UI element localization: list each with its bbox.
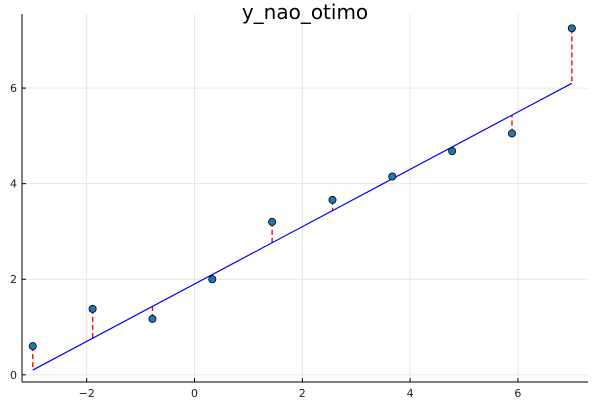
x-tick-label: 6 xyxy=(514,387,521,400)
x-tick-label: −2 xyxy=(79,387,95,400)
y-tick-label: 6 xyxy=(10,82,17,95)
y-tick-label: 4 xyxy=(10,178,17,191)
data-point xyxy=(448,147,457,156)
data-points xyxy=(28,24,576,351)
data-point xyxy=(328,195,337,204)
data-point xyxy=(28,342,37,351)
data-point xyxy=(388,172,397,181)
grid xyxy=(22,14,588,382)
axes xyxy=(21,14,588,383)
x-tick-label: 0 xyxy=(191,387,198,400)
data-point xyxy=(268,217,277,226)
fit-line xyxy=(32,82,573,371)
tick-labels: −2 0 2 4 6 0 2 4 6 xyxy=(10,82,521,400)
y-tick-label: 0 xyxy=(10,369,17,382)
x-tick-label: 2 xyxy=(299,387,306,400)
data-point xyxy=(208,275,217,284)
y-tick-label: 2 xyxy=(10,273,17,286)
chart-title: y_nao_otimo xyxy=(242,0,368,24)
x-tick-label: 4 xyxy=(407,387,414,400)
data-point xyxy=(88,304,97,313)
fit-line-layer xyxy=(32,82,573,371)
data-point xyxy=(148,314,157,323)
data-point xyxy=(507,129,516,138)
data-point xyxy=(567,24,576,33)
